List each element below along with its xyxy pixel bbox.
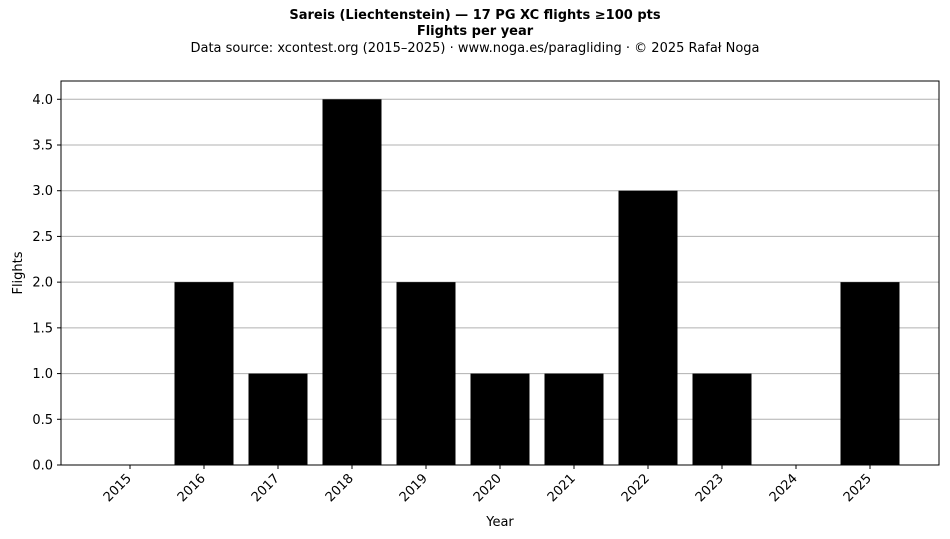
bar-2019 bbox=[396, 282, 456, 465]
y-axis-label: Flights bbox=[11, 251, 26, 294]
x-tick-label: 2024 bbox=[767, 471, 801, 505]
bar-2020 bbox=[470, 373, 530, 465]
y-tick-label: 3.0 bbox=[32, 184, 53, 199]
chart-source-note: Data source: xcontest.org (2015–2025) · … bbox=[190, 41, 760, 56]
x-tick-label: 2015 bbox=[101, 471, 135, 505]
x-tick-label: 2023 bbox=[693, 471, 727, 505]
chart-subtitle: Flights per year bbox=[416, 24, 534, 39]
x-axis: 2015 2016 2017 2018 2019 2020 2021 2022 2023 2024… bbox=[101, 465, 875, 505]
chart-titles: Sareis (Liechtenstein) — 17 PG XC flight… bbox=[0, 8, 950, 58]
x-tick-label: 2018 bbox=[323, 471, 357, 505]
x-tick-label: 2017 bbox=[249, 471, 283, 505]
y-tick-label: 1.0 bbox=[32, 367, 53, 382]
bar-2017 bbox=[248, 373, 308, 465]
y-tick-label: 1.5 bbox=[32, 321, 53, 336]
x-tick-label: 2020 bbox=[471, 471, 505, 505]
y-tick-label: 0.0 bbox=[32, 459, 53, 474]
bar-2018 bbox=[322, 99, 382, 466]
x-tick-label: 2021 bbox=[545, 471, 579, 505]
bar-2022 bbox=[618, 190, 678, 465]
y-tick-label: 4.0 bbox=[32, 93, 53, 108]
bar-2021 bbox=[544, 373, 604, 465]
bar-2023 bbox=[692, 373, 752, 465]
x-tick-label: 2022 bbox=[619, 471, 653, 505]
y-tick-label: 0.5 bbox=[32, 413, 53, 428]
bars bbox=[174, 99, 900, 466]
bar-2025 bbox=[840, 282, 900, 465]
y-axis: 0.0 0.5 1.0 1.5 2.0 2.5 3.0 3.5 4.0 bbox=[32, 93, 61, 474]
x-axis-label: Year bbox=[485, 515, 514, 530]
y-tick-label: 2.0 bbox=[32, 276, 53, 291]
x-tick-label: 2019 bbox=[397, 471, 431, 505]
chart-title: Sareis (Liechtenstein) — 17 PG XC flight… bbox=[289, 8, 661, 23]
y-tick-label: 3.5 bbox=[32, 139, 53, 154]
x-tick-label: 2025 bbox=[841, 471, 875, 505]
y-tick-label: 2.5 bbox=[32, 230, 53, 245]
x-tick-label: 2016 bbox=[175, 471, 209, 505]
bar-2016 bbox=[174, 282, 234, 465]
